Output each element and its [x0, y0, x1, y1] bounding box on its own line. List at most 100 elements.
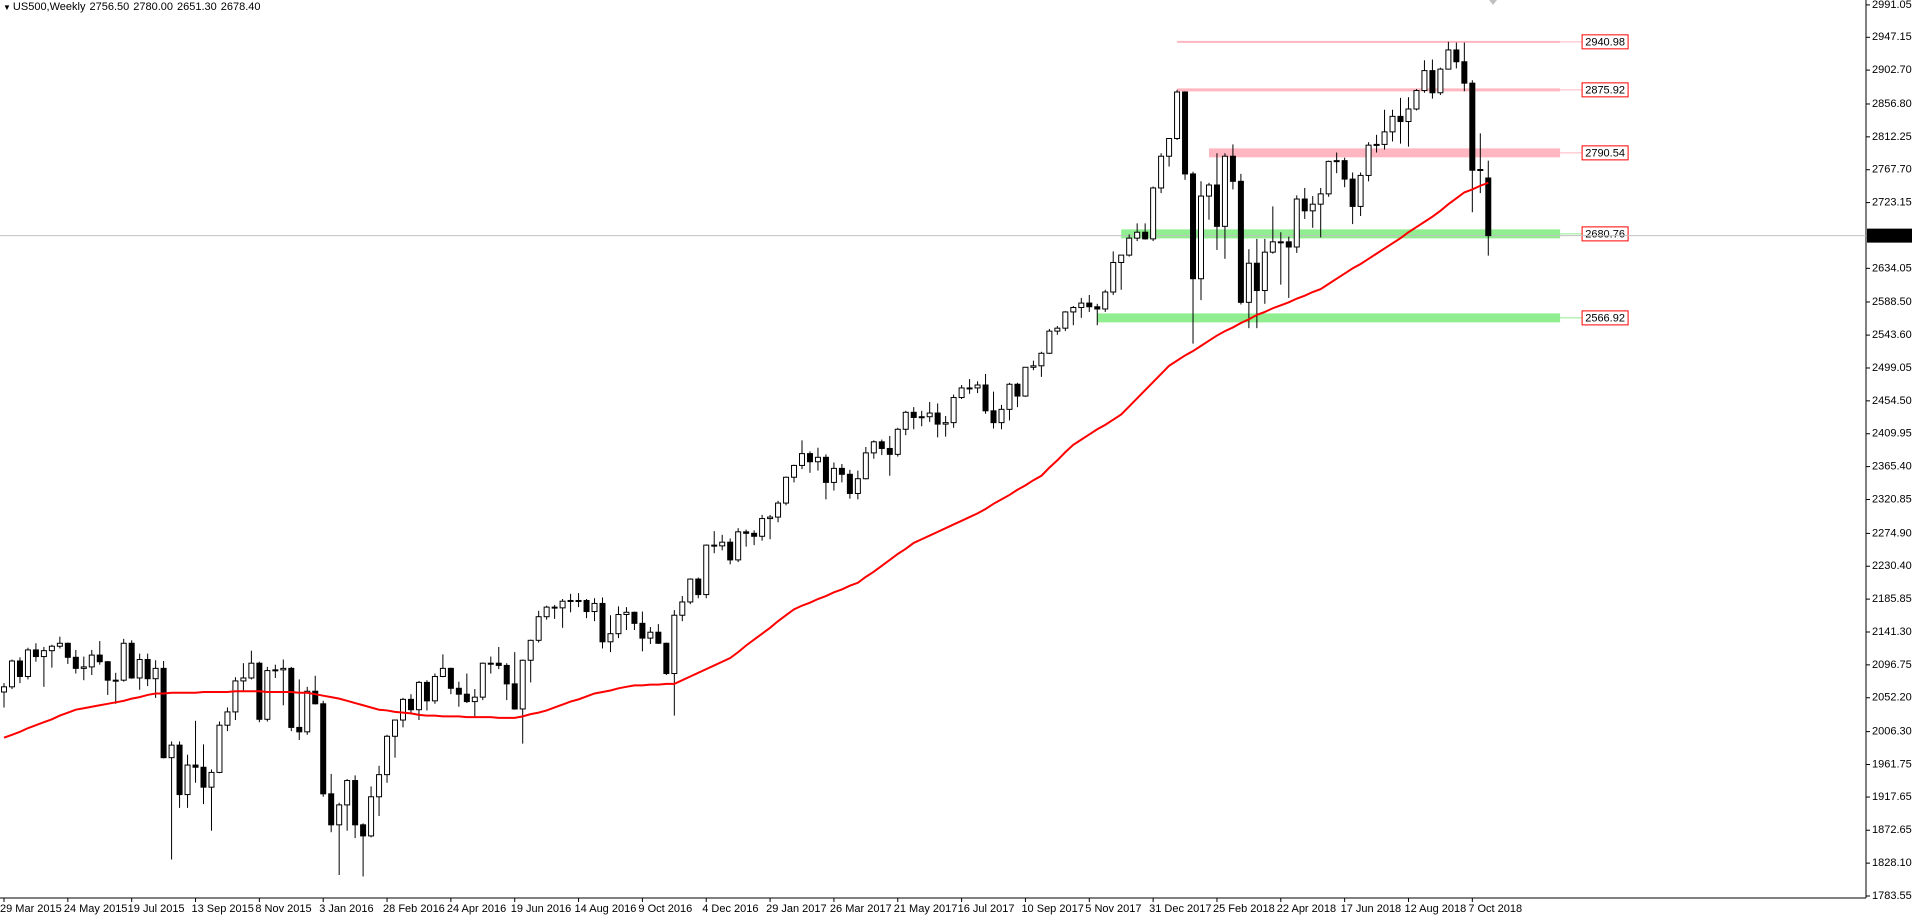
candle-body	[487, 662, 494, 665]
candle-body	[679, 601, 686, 616]
candle-body	[1373, 143, 1380, 146]
candle-body	[1261, 251, 1268, 292]
y-tick-label: 1872.65	[1872, 824, 1912, 836]
candle-body	[862, 452, 869, 480]
candle-body	[328, 793, 335, 826]
candle-body	[950, 397, 957, 424]
candle-body	[184, 764, 191, 796]
x-tick-label: 4 Dec 2016	[702, 903, 758, 915]
y-tick-label: 2454.50	[1872, 395, 1912, 407]
ohlc-high: 2780.00	[133, 1, 174, 13]
candle-body	[40, 650, 47, 658]
y-tick-label: 2141.30	[1872, 626, 1912, 638]
candle-body	[559, 600, 566, 609]
y-tick-label: 2006.30	[1872, 726, 1912, 738]
candle-body	[72, 656, 79, 669]
candle-body	[1365, 144, 1372, 176]
candle-body	[1277, 241, 1284, 244]
candle-body	[1158, 155, 1165, 189]
candle-body	[1118, 254, 1125, 263]
candle-body	[1205, 184, 1212, 197]
candle-body	[24, 649, 31, 677]
ohlc-close: 2678.40	[220, 1, 261, 13]
candle-body	[1469, 82, 1476, 171]
candle-body	[1389, 115, 1396, 133]
level-label-box	[1581, 226, 1629, 242]
y-tick-label: 1961.75	[1872, 758, 1912, 770]
x-tick-label: 21 May 2017	[894, 903, 958, 915]
y-tick-label: 1783.55	[1872, 890, 1912, 902]
x-tick-label: 3 Jan 2016	[319, 903, 373, 915]
x-tick-label: 22 Apr 2018	[1277, 903, 1336, 915]
candle-body	[1086, 302, 1093, 308]
y-tick-label: 2274.90	[1872, 527, 1912, 539]
candle-body	[583, 599, 590, 613]
candle-body	[1, 686, 7, 693]
candle-body	[870, 441, 877, 454]
candle-body	[1182, 91, 1189, 175]
candle-body	[767, 516, 774, 520]
candle-body	[1078, 302, 1085, 309]
candle-body	[463, 693, 470, 703]
candle-body	[152, 667, 159, 680]
candle-body	[439, 667, 446, 677]
candle-body	[1213, 184, 1220, 227]
candle-body	[519, 659, 526, 710]
candle-body	[894, 428, 901, 455]
candle-body	[639, 622, 646, 639]
candle-body	[990, 410, 997, 424]
candle-body	[846, 473, 853, 494]
candle-body	[1006, 383, 1013, 410]
x-tick-label: 8 Nov 2015	[255, 903, 311, 915]
x-tick-label: 29 Jan 2017	[766, 903, 827, 915]
candle-body	[814, 456, 821, 463]
candle-body	[1070, 307, 1077, 313]
chart-header: ▼ US500,Weekly 2756.50 2780.00 2651.30 2678.4…	[3, 1, 265, 13]
x-tick-label: 24 May 2015	[64, 903, 128, 915]
level-zone	[1208, 148, 1561, 158]
candle-body	[336, 804, 343, 826]
candle-body	[64, 642, 71, 658]
candle-body	[551, 606, 558, 609]
candle-body	[1038, 352, 1045, 367]
candle-body	[974, 384, 981, 389]
candle-body	[392, 719, 399, 737]
candle-body	[1102, 291, 1109, 310]
candle-body	[703, 544, 710, 596]
x-tick-label: 29 Mar 2015	[0, 903, 62, 915]
candle-body	[280, 667, 287, 671]
candle-body	[1126, 237, 1133, 256]
candle-body	[208, 771, 215, 788]
candle-body	[1293, 198, 1300, 248]
candle-body	[216, 724, 223, 773]
candle-body	[8, 660, 15, 688]
candle-body	[479, 662, 486, 698]
candle-body	[783, 476, 790, 504]
x-tick-label: 10 Sep 2017	[1021, 903, 1083, 915]
candle-body	[663, 642, 670, 675]
candle-body	[423, 681, 430, 702]
candle-body	[1477, 169, 1484, 172]
candle-body	[1134, 231, 1141, 239]
candle-body	[1062, 311, 1069, 329]
candle-body	[791, 464, 798, 478]
y-tick-label: 2856.80	[1872, 98, 1912, 110]
candle-body	[838, 467, 845, 475]
level-label-box	[1581, 310, 1629, 326]
candle-body	[631, 611, 638, 624]
candle-body	[1301, 198, 1308, 212]
candle-body	[1269, 241, 1276, 253]
candle-body	[471, 696, 478, 703]
candle-body	[982, 384, 989, 412]
y-tick-label: 2052.20	[1872, 692, 1912, 704]
level-label-box	[1581, 34, 1629, 50]
candle-body	[886, 447, 893, 455]
candle-body	[735, 531, 742, 561]
ohlc-open: 2756.50	[89, 1, 130, 13]
candle-body	[599, 602, 606, 643]
level-label: 2680.76	[1585, 228, 1625, 240]
candle-body	[822, 456, 829, 483]
candle-body	[112, 679, 119, 682]
candle-body	[320, 703, 327, 795]
